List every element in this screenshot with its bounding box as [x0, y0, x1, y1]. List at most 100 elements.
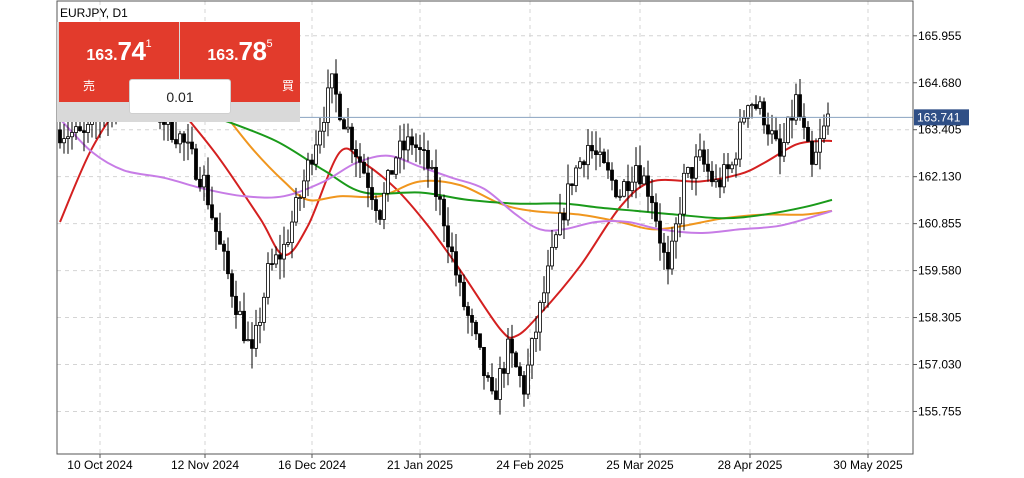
candle [274, 246, 278, 268]
candle [62, 123, 66, 154]
x-tick-label: 25 Mar 2025 [606, 458, 674, 472]
candle [650, 178, 654, 220]
current-price-label: 163.741 [917, 110, 961, 124]
candle [634, 147, 638, 199]
candle [466, 301, 470, 334]
candle [490, 363, 494, 395]
candle [246, 321, 250, 342]
candle [230, 269, 234, 308]
candle [214, 217, 218, 250]
x-tick-label: 16 Dec 2024 [278, 458, 346, 472]
candle [454, 233, 458, 287]
candle [590, 131, 594, 159]
candle [334, 59, 338, 113]
candle [610, 162, 614, 191]
candle [562, 207, 566, 240]
candle [614, 178, 618, 199]
y-tick-label: 165.955 [918, 29, 962, 43]
candle [514, 350, 518, 368]
candle [350, 123, 354, 164]
y-tick-label: 155.755 [918, 404, 962, 418]
candle [254, 309, 258, 357]
moving-average-green [219, 117, 833, 220]
candle [526, 348, 530, 399]
candle [326, 69, 330, 137]
candle [738, 109, 742, 167]
candle [774, 116, 778, 142]
candle [474, 319, 478, 341]
candle [666, 235, 670, 285]
candle [646, 160, 650, 212]
candle [70, 118, 74, 150]
symbol-label: EURJPY, D1 [60, 6, 128, 20]
candle [782, 122, 786, 163]
candle [406, 123, 410, 162]
candle [690, 166, 694, 190]
candle [386, 169, 390, 202]
candle [702, 140, 706, 173]
candle [238, 301, 242, 316]
candle [786, 116, 790, 145]
candle [470, 308, 474, 337]
candle [726, 153, 730, 182]
y-tick-label: 158.305 [918, 311, 962, 325]
candle [266, 252, 270, 305]
candle [550, 229, 554, 270]
candle [538, 300, 542, 351]
candle [710, 161, 714, 187]
candle [314, 130, 318, 171]
candle [458, 269, 462, 297]
x-tick-label: 28 Apr 2025 [718, 458, 783, 472]
candle [494, 378, 498, 400]
candle [606, 149, 610, 179]
candle [234, 280, 238, 329]
candle [618, 189, 622, 201]
candle [378, 208, 382, 225]
candle [818, 118, 822, 170]
candle [626, 164, 630, 209]
candle [522, 371, 526, 407]
candle [218, 212, 222, 245]
current-price-tag [914, 109, 969, 126]
sell-label: 売 [83, 79, 96, 93]
candle [306, 152, 310, 197]
candle [758, 96, 762, 115]
candle [746, 104, 750, 128]
candle [402, 123, 406, 170]
candle [418, 134, 422, 165]
buy-button[interactable]: 163.785 買 [180, 22, 300, 102]
candle [530, 337, 534, 380]
candle [730, 161, 734, 173]
candle [262, 292, 266, 331]
candle [442, 194, 446, 243]
candle [486, 372, 490, 382]
candle [182, 131, 186, 161]
y-tick-label: 159.580 [918, 264, 962, 278]
candle [322, 106, 326, 148]
candle [714, 164, 718, 188]
candle [358, 143, 362, 178]
candle [86, 121, 90, 143]
candle [554, 231, 558, 250]
candle [434, 149, 438, 211]
buy-label: 買 [281, 79, 294, 93]
sell-price: 163.741 [86, 36, 152, 66]
candle [398, 125, 402, 174]
candle [602, 148, 606, 164]
lot-size-input[interactable]: 0.01 [129, 79, 231, 114]
candle [734, 152, 738, 178]
candle [810, 130, 814, 177]
candle [310, 154, 314, 176]
candle [354, 140, 358, 177]
candle [374, 195, 378, 223]
x-tick-label: 30 May 2025 [833, 458, 903, 472]
candle [74, 121, 78, 141]
y-tick-label: 157.030 [918, 358, 962, 372]
candle [510, 324, 514, 368]
x-tick-label: 12 Nov 2024 [171, 458, 239, 472]
candle [422, 132, 426, 171]
candle [410, 128, 414, 155]
candle [570, 183, 574, 196]
moving-average-violet [59, 118, 833, 235]
candle [242, 292, 246, 344]
